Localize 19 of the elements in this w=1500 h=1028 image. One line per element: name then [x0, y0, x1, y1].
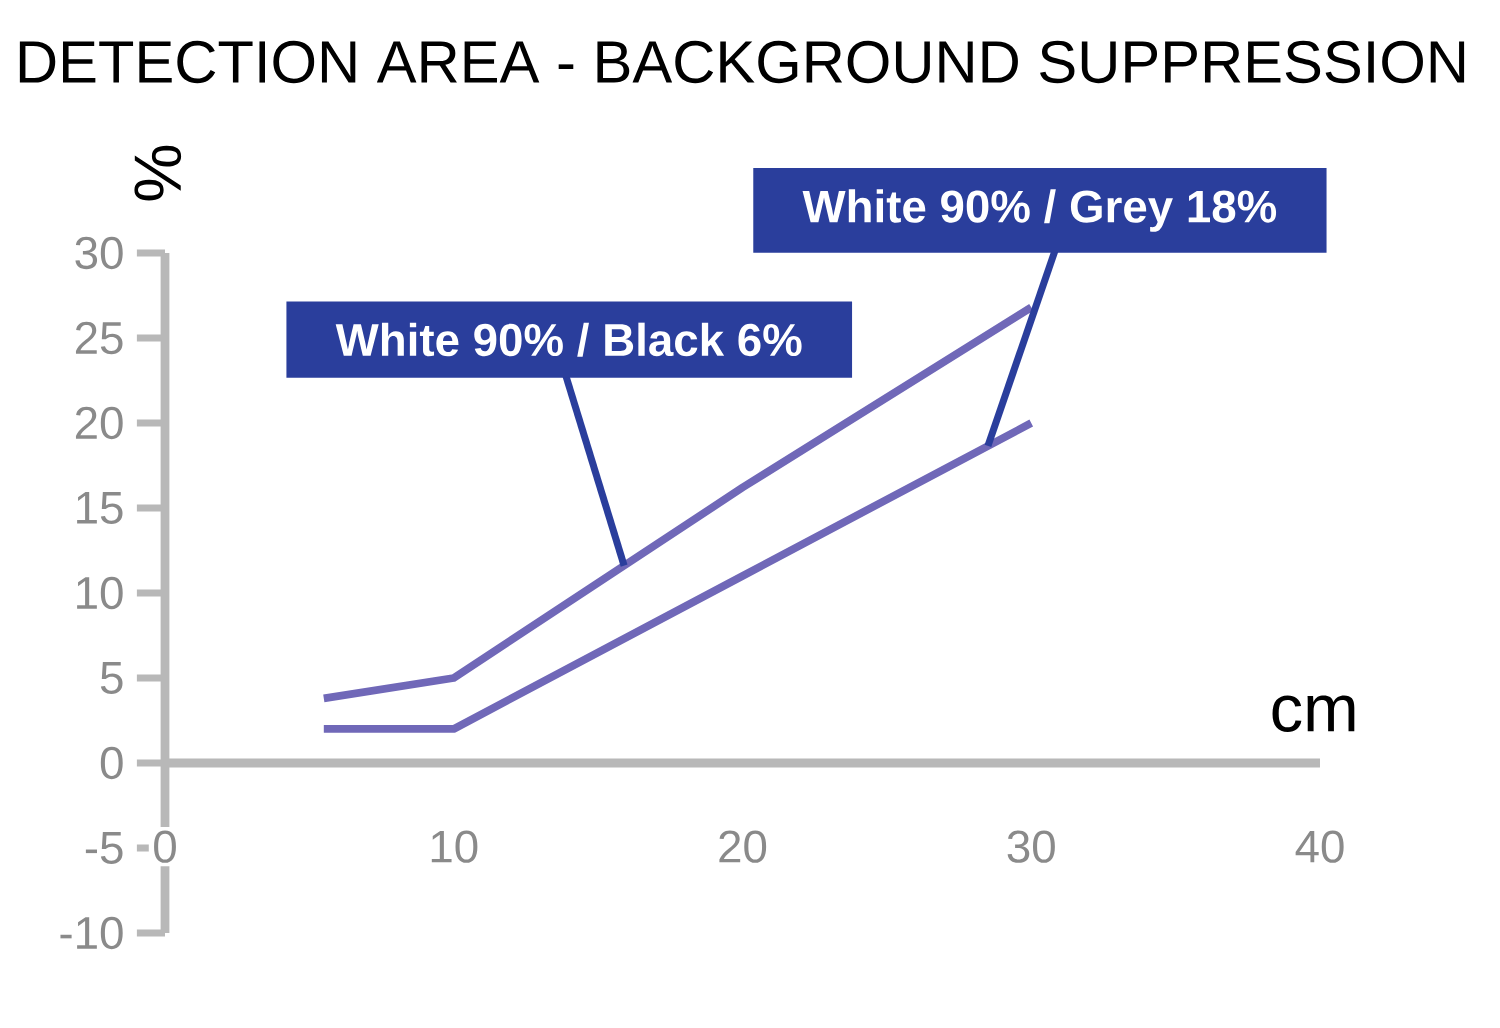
y-tick-label: 0 — [100, 746, 123, 780]
y-tick-label: -10 — [60, 916, 123, 950]
y-tick-label: 5 — [100, 662, 123, 694]
y-tick-label: -5 — [85, 832, 123, 864]
x-tick-label: 40 — [1295, 830, 1344, 863]
x-axis-title: cm — [1272, 695, 1355, 732]
x-tick-label: 10 — [431, 830, 478, 863]
y-tick-label: 15 — [77, 492, 123, 524]
chart-title: DETECTION AREA - BACKGROUND SUPPRESSION — [19, 40, 1465, 84]
y-tick-label: 10 — [77, 576, 123, 610]
y-axis-title: % — [134, 145, 182, 201]
x-tick-label: 0 — [154, 830, 176, 863]
y-tick-label: 20 — [75, 406, 123, 440]
y-tick-label: 30 — [75, 236, 123, 270]
y-tick-label: 25 — [75, 321, 123, 355]
text: White 90% / Grey 18% — [802, 189, 1277, 232]
x-tick-label: 20 — [719, 830, 767, 863]
series-label: White 90% / Black 6% — [335, 322, 802, 357]
x-tick-label: 30 — [1007, 830, 1055, 863]
